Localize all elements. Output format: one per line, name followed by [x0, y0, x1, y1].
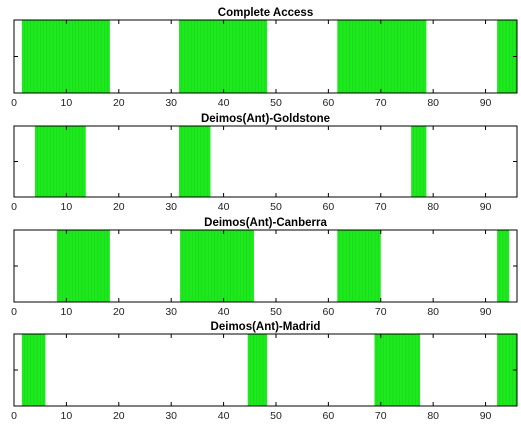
x-tick-label: 70 — [375, 306, 387, 318]
subplot-title: Deimos(Ant)-Madrid — [211, 321, 321, 333]
x-tick-label: 10 — [61, 410, 73, 422]
x-tick-label: 40 — [218, 306, 230, 318]
x-tick-label: 40 — [218, 410, 230, 422]
x-tick-label: 90 — [480, 410, 492, 422]
access-interval-bar — [180, 230, 254, 302]
x-tick-label: 40 — [218, 201, 230, 213]
access-interval-texture — [376, 334, 419, 406]
x-tick-label: 0 — [11, 410, 17, 422]
access-interval-bar — [34, 126, 86, 197]
access-interval-texture — [249, 334, 264, 406]
access-interval-texture — [499, 334, 516, 406]
x-tick-label: 70 — [375, 410, 387, 422]
x-tick-label: 30 — [165, 97, 177, 109]
subplot-2: Deimos(Ant)-Goldstone 0 10 20 30 40 50 60 70 80 90 — [11, 113, 518, 213]
x-tick-label: 50 — [270, 306, 282, 318]
x-tick-label: 60 — [323, 306, 335, 318]
access-interval-texture — [182, 230, 251, 302]
x-tick-label: 70 — [375, 201, 387, 213]
x-tick-label: 90 — [480, 306, 492, 318]
access-interval-bar — [374, 334, 421, 406]
x-tick-label: 0 — [11, 97, 17, 109]
x-tick-label: 90 — [480, 97, 492, 109]
x-tick-label: 60 — [323, 97, 335, 109]
access-interval-bar — [56, 230, 110, 302]
x-tick-label: 10 — [61, 201, 73, 213]
axes-frame — [13, 125, 518, 198]
x-tick-label: 20 — [113, 410, 125, 422]
x-tick-label: 10 — [61, 97, 73, 109]
access-interval-texture — [37, 126, 83, 197]
access-interval-texture — [499, 230, 507, 302]
access-interval-texture — [413, 126, 424, 197]
x-tick-label: 60 — [323, 201, 335, 213]
access-interval-bar — [497, 334, 517, 406]
x-tick-label: 0 — [11, 306, 17, 318]
subplot-title: Deimos(Ant)-Canberra — [204, 217, 327, 229]
access-interval-texture — [24, 20, 108, 93]
x-tick-label: 30 — [165, 410, 177, 422]
x-tick-label: 20 — [113, 201, 125, 213]
access-interval-bar — [497, 20, 517, 93]
x-tick-label: 30 — [165, 306, 177, 318]
access-interval-texture — [181, 126, 208, 197]
x-tick-label: 80 — [427, 410, 439, 422]
x-tick-label: 80 — [427, 306, 439, 318]
access-interval-bar — [247, 334, 268, 406]
access-interval-bar — [179, 126, 211, 197]
subplot-3: Deimos(Ant)-Canberra 0 10 20 30 40 50 60 70 80 90 — [11, 217, 518, 318]
x-tick-label: 30 — [165, 201, 177, 213]
access-interval-bar — [337, 20, 427, 93]
x-tick-label: 70 — [375, 97, 387, 109]
x-tick-label: 50 — [270, 201, 282, 213]
x-tick-label: 50 — [270, 410, 282, 422]
x-tick-label: 40 — [218, 97, 230, 109]
access-interval-bar — [21, 334, 46, 406]
subplot-title: Complete Access — [218, 7, 313, 19]
access-interval-texture — [499, 20, 516, 93]
access-interval-texture — [339, 20, 424, 93]
x-tick-label: 20 — [113, 306, 125, 318]
x-tick-label: 10 — [61, 306, 73, 318]
x-tick-label: 90 — [480, 201, 492, 213]
access-interval-texture — [24, 334, 44, 406]
subplot-title: Deimos(Ant)-Goldstone — [201, 113, 330, 125]
access-interval-bar — [411, 126, 427, 197]
access-interval-texture — [339, 230, 379, 302]
x-tick-label: 60 — [323, 410, 335, 422]
x-tick-label: 20 — [113, 97, 125, 109]
x-tick-label: 0 — [11, 201, 17, 213]
access-interval-texture — [181, 20, 266, 93]
subplot-1: Complete Access 0 10 20 30 40 50 60 70 80 90 — [11, 7, 518, 109]
x-tick-label: 80 — [427, 97, 439, 109]
access-interval-texture — [59, 230, 108, 302]
x-tick-label: 80 — [427, 201, 439, 213]
subplot-4: Deimos(Ant)-Madrid 0 10 20 30 40 50 60 70 80 90 — [11, 321, 518, 422]
x-tick-label: 50 — [270, 97, 282, 109]
access-interval-bar — [497, 230, 510, 302]
